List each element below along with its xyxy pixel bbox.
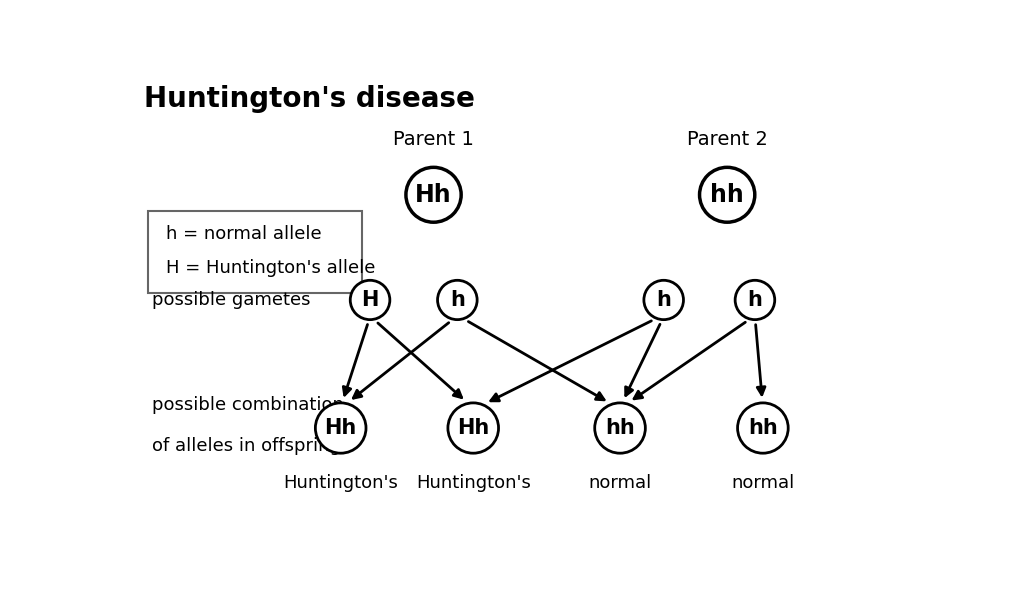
Ellipse shape: [699, 168, 755, 222]
Text: Huntington's disease: Huntington's disease: [143, 85, 475, 113]
Text: hh: hh: [748, 418, 778, 438]
Text: Huntington's: Huntington's: [284, 474, 398, 492]
Text: Hh: Hh: [325, 418, 356, 438]
Ellipse shape: [644, 280, 683, 320]
Text: hh: hh: [711, 183, 744, 207]
Text: Hh: Hh: [457, 418, 489, 438]
Text: h: h: [450, 290, 465, 310]
Text: h: h: [656, 290, 671, 310]
Text: Hh: Hh: [415, 183, 452, 207]
Text: h: h: [748, 290, 763, 310]
Text: h = normal allele: h = normal allele: [166, 225, 322, 242]
Text: hh: hh: [605, 418, 635, 438]
Text: normal: normal: [731, 474, 795, 492]
Ellipse shape: [595, 403, 645, 453]
Text: Huntington's: Huntington's: [416, 474, 530, 492]
Ellipse shape: [315, 403, 366, 453]
Ellipse shape: [737, 403, 788, 453]
Text: possible gametes: possible gametes: [152, 291, 310, 309]
Ellipse shape: [735, 280, 775, 320]
Text: Parent 2: Parent 2: [687, 130, 768, 149]
Ellipse shape: [406, 168, 461, 222]
Ellipse shape: [447, 403, 499, 453]
Text: Parent 1: Parent 1: [393, 130, 474, 149]
Text: H: H: [361, 290, 379, 310]
Text: H = Huntington's allele: H = Huntington's allele: [166, 259, 376, 277]
Ellipse shape: [437, 280, 477, 320]
Ellipse shape: [350, 280, 390, 320]
FancyBboxPatch shape: [147, 211, 362, 293]
Text: possible combination: possible combination: [152, 396, 344, 414]
Text: normal: normal: [589, 474, 651, 492]
Text: of alleles in offspring: of alleles in offspring: [152, 437, 341, 456]
